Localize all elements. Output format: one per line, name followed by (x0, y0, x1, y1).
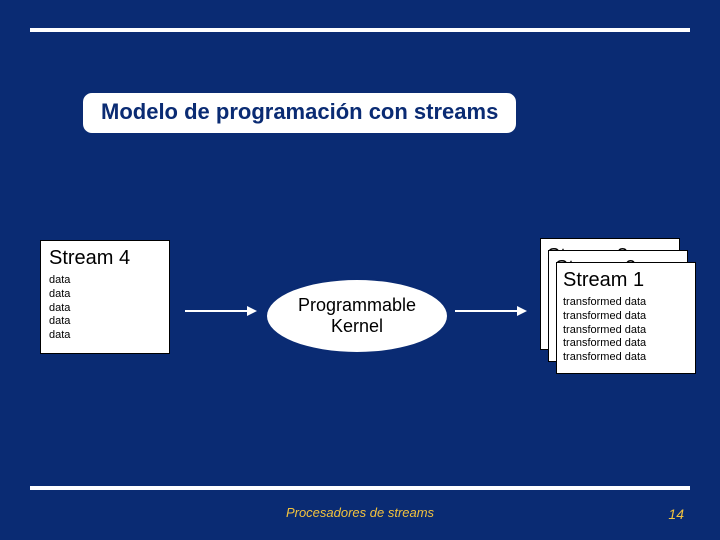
arrow-right (455, 310, 525, 312)
input-row: data (49, 288, 161, 302)
kernel-line2: Kernel (331, 316, 383, 337)
output-row: transformed data (563, 324, 689, 338)
input-row: data (49, 302, 161, 316)
kernel-node: Programmable Kernel (265, 278, 449, 354)
input-row: data (49, 274, 161, 288)
slide-title-text: Modelo de programación con streams (101, 99, 498, 124)
input-row: data (49, 329, 161, 343)
page-number: 14 (668, 506, 684, 522)
kernel-line1: Programmable (298, 295, 416, 316)
output-row: transformed data (563, 310, 689, 324)
output-row: transformed data (563, 296, 689, 310)
slide-title: Modelo de programación con streams (80, 90, 519, 136)
input-row: data (49, 315, 161, 329)
top-rule (30, 28, 690, 32)
input-stream-box: Stream 4 data data data data data (40, 240, 170, 354)
footer-text: Procesadores de streams (0, 505, 720, 520)
output-row: transformed data (563, 337, 689, 351)
arrow-right-head (517, 306, 527, 316)
slide: Modelo de programación con streams Strea… (0, 0, 720, 540)
input-stream-title: Stream 4 (49, 247, 161, 270)
output-stream-stack: Stream 3 Stream 2 Stream 1 transformed d… (540, 238, 692, 388)
output-stream-1-box: Stream 1 transformed data transformed da… (556, 262, 696, 374)
arrow-left-head (247, 306, 257, 316)
arrow-left (185, 310, 255, 312)
output-row: transformed data (563, 351, 689, 365)
bottom-rule (30, 486, 690, 490)
output-stream-1-title: Stream 1 (563, 269, 689, 292)
